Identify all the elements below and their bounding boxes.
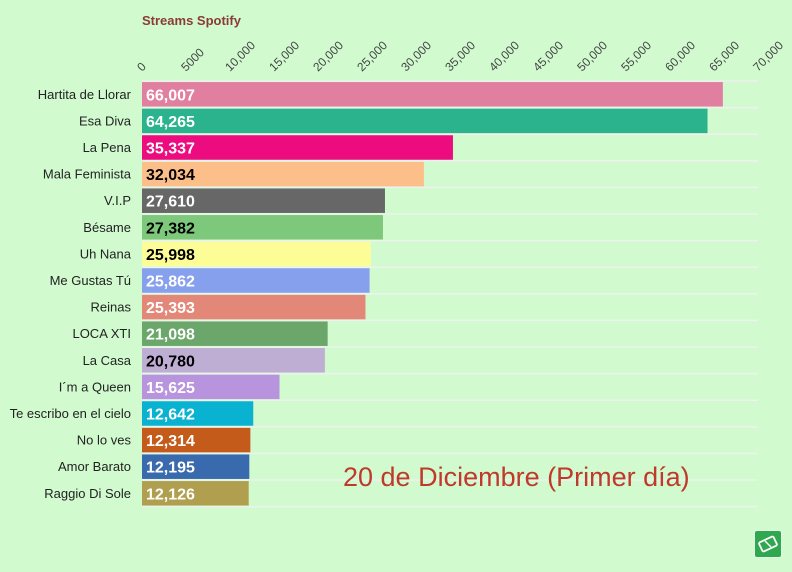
value-label: 12,126 — [146, 486, 195, 503]
category-label: Esa Diva — [79, 113, 132, 128]
grid-lines — [142, 80, 758, 508]
bar-5 — [142, 188, 385, 213]
category-label: Mala Feminista — [43, 167, 132, 182]
value-label: 12,195 — [146, 460, 195, 477]
bar-11 — [142, 348, 325, 373]
x-tick-label: 45,000 — [530, 38, 566, 74]
value-label: 20,780 — [146, 353, 195, 370]
x-tick-label: 65,000 — [706, 38, 742, 74]
x-tick-label: 40,000 — [486, 38, 522, 74]
category-label: Reinas — [91, 300, 132, 315]
category-label: Hartita de Llorar — [38, 87, 132, 102]
value-label: 25,998 — [146, 247, 195, 264]
bar-15 — [142, 454, 250, 479]
bar-9 — [142, 294, 366, 320]
bar-6 — [142, 215, 383, 240]
x-tick-label: 35,000 — [442, 38, 478, 74]
bars — [142, 82, 723, 506]
category-label: La Casa — [83, 353, 132, 368]
x-tick-label: 25,000 — [354, 38, 390, 74]
corner-badge — [754, 530, 782, 558]
date-annotation: 20 de Diciembre (Primer día) — [343, 462, 690, 492]
value-label: 12,642 — [146, 407, 195, 424]
x-axis-ticks: 0 5000 10,000 15,000 20,000 25,000 30,000 35,00… — [134, 38, 786, 74]
value-label: 64,265 — [146, 114, 195, 131]
value-label: 12,314 — [146, 433, 195, 450]
bar-1 — [142, 82, 723, 107]
ticket-icon — [758, 535, 778, 553]
value-label: 35,337 — [146, 141, 195, 158]
category-label: Amor Barato — [58, 459, 131, 474]
category-label: I´m a Queen — [59, 379, 131, 394]
x-tick-label: 15,000 — [266, 38, 302, 74]
bar-10 — [142, 321, 328, 346]
x-tick-label: 20,000 — [310, 38, 346, 74]
value-label: 15,625 — [146, 380, 195, 397]
category-label: V.I.P — [104, 193, 131, 208]
category-label: Uh Nana — [80, 246, 132, 261]
x-tick-label: 60,000 — [662, 38, 698, 74]
category-label: Raggio Di Sole — [44, 486, 131, 501]
bar-4 — [142, 161, 424, 187]
bar-13 — [142, 401, 254, 426]
category-label: No lo ves — [77, 433, 132, 448]
x-tick-label: 10,000 — [222, 38, 258, 74]
x-tick-label: 50,000 — [574, 38, 610, 74]
category-label: LOCA XTI — [72, 326, 131, 341]
category-label: Bésame — [83, 220, 131, 235]
value-label: 32,034 — [146, 167, 195, 184]
bar-2 — [142, 108, 708, 134]
value-label: 27,382 — [146, 220, 195, 237]
value-label: 66,007 — [146, 87, 195, 104]
category-label: Te escribo en el cielo — [10, 406, 131, 421]
value-label: 25,393 — [146, 300, 195, 317]
bar-3 — [142, 135, 453, 160]
bar-16 — [142, 481, 249, 506]
value-labels: 66,007 64,265 35,337 32,034 27,610 27,382 25,9… — [146, 87, 195, 503]
value-label: 21,098 — [146, 327, 195, 344]
bar-8 — [142, 268, 370, 293]
category-label: Me Gustas Tú — [50, 273, 131, 288]
x-tick-label: 70,000 — [750, 38, 786, 74]
category-labels: Hartita de Llorar Esa Diva La Pena Mala Fem… — [10, 87, 132, 501]
x-tick-label: 30,000 — [398, 38, 434, 74]
x-tick-label: 5000 — [178, 45, 207, 74]
category-label: La Pena — [83, 140, 132, 155]
bar-14 — [142, 427, 251, 453]
bar-12 — [142, 374, 280, 400]
x-tick-label: 0 — [134, 59, 149, 74]
value-label: 27,610 — [146, 194, 195, 211]
value-label: 25,862 — [146, 274, 195, 291]
bar-7 — [142, 241, 371, 267]
x-tick-label: 55,000 — [618, 38, 654, 74]
chart-title: Streams Spotify — [142, 13, 242, 28]
